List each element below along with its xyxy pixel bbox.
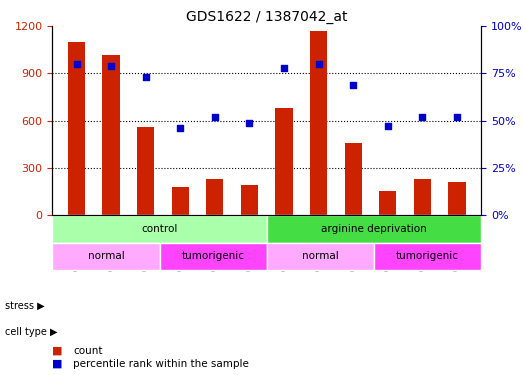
FancyBboxPatch shape [267,243,374,270]
Point [418,114,427,120]
Bar [414,179,431,215]
Point [349,82,357,88]
Point [280,65,288,71]
Bar [206,179,223,215]
Point [383,123,392,129]
Bar [137,127,154,215]
Title: GDS1622 / 1387042_at: GDS1622 / 1387042_at [186,10,347,24]
Bar [345,143,362,215]
Bar [241,185,258,215]
Text: normal: normal [87,251,124,261]
Text: normal: normal [302,251,339,261]
Text: control: control [141,224,178,234]
Text: ■: ■ [52,346,63,355]
Text: stress ▶: stress ▶ [5,301,45,310]
Text: percentile rank within the sample: percentile rank within the sample [73,359,249,369]
Point [314,61,323,67]
FancyBboxPatch shape [52,243,160,270]
Bar [276,108,293,215]
Text: ■: ■ [52,359,63,369]
FancyBboxPatch shape [374,243,481,270]
Bar [310,31,327,215]
Point [245,120,254,126]
Text: arginine deprivation: arginine deprivation [321,224,427,234]
FancyBboxPatch shape [52,215,267,243]
Point [72,61,81,67]
FancyBboxPatch shape [267,215,481,243]
Bar [68,42,85,215]
Point [211,114,219,120]
Point [453,114,461,120]
Point [176,125,185,131]
Bar [448,182,465,215]
Bar [379,192,396,215]
Point [142,74,150,80]
Text: count: count [73,346,103,355]
Text: tumorigenic: tumorigenic [181,251,245,261]
Text: cell type ▶: cell type ▶ [5,327,58,337]
Text: tumorigenic: tumorigenic [396,251,459,261]
Bar [103,55,120,215]
Bar [172,187,189,215]
Point [107,63,115,69]
FancyBboxPatch shape [160,243,267,270]
